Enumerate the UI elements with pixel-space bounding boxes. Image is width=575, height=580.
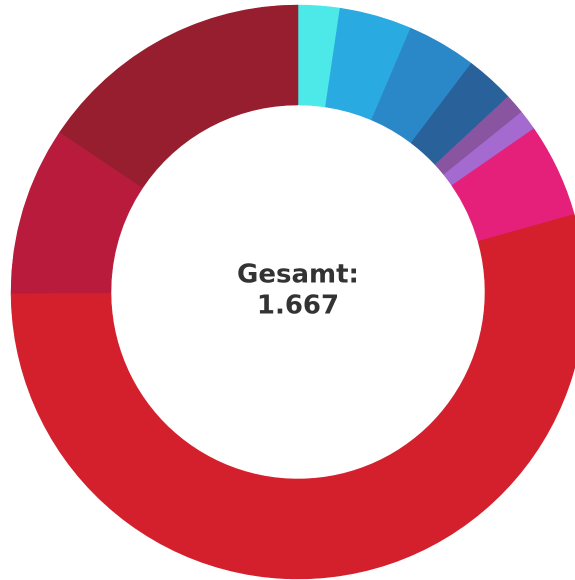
center-value: 1.667 bbox=[257, 291, 339, 321]
center-title: Gesamt: bbox=[237, 260, 359, 290]
donut-slice bbox=[10, 213, 575, 580]
donut-slice bbox=[59, 4, 299, 189]
slices bbox=[10, 4, 575, 580]
